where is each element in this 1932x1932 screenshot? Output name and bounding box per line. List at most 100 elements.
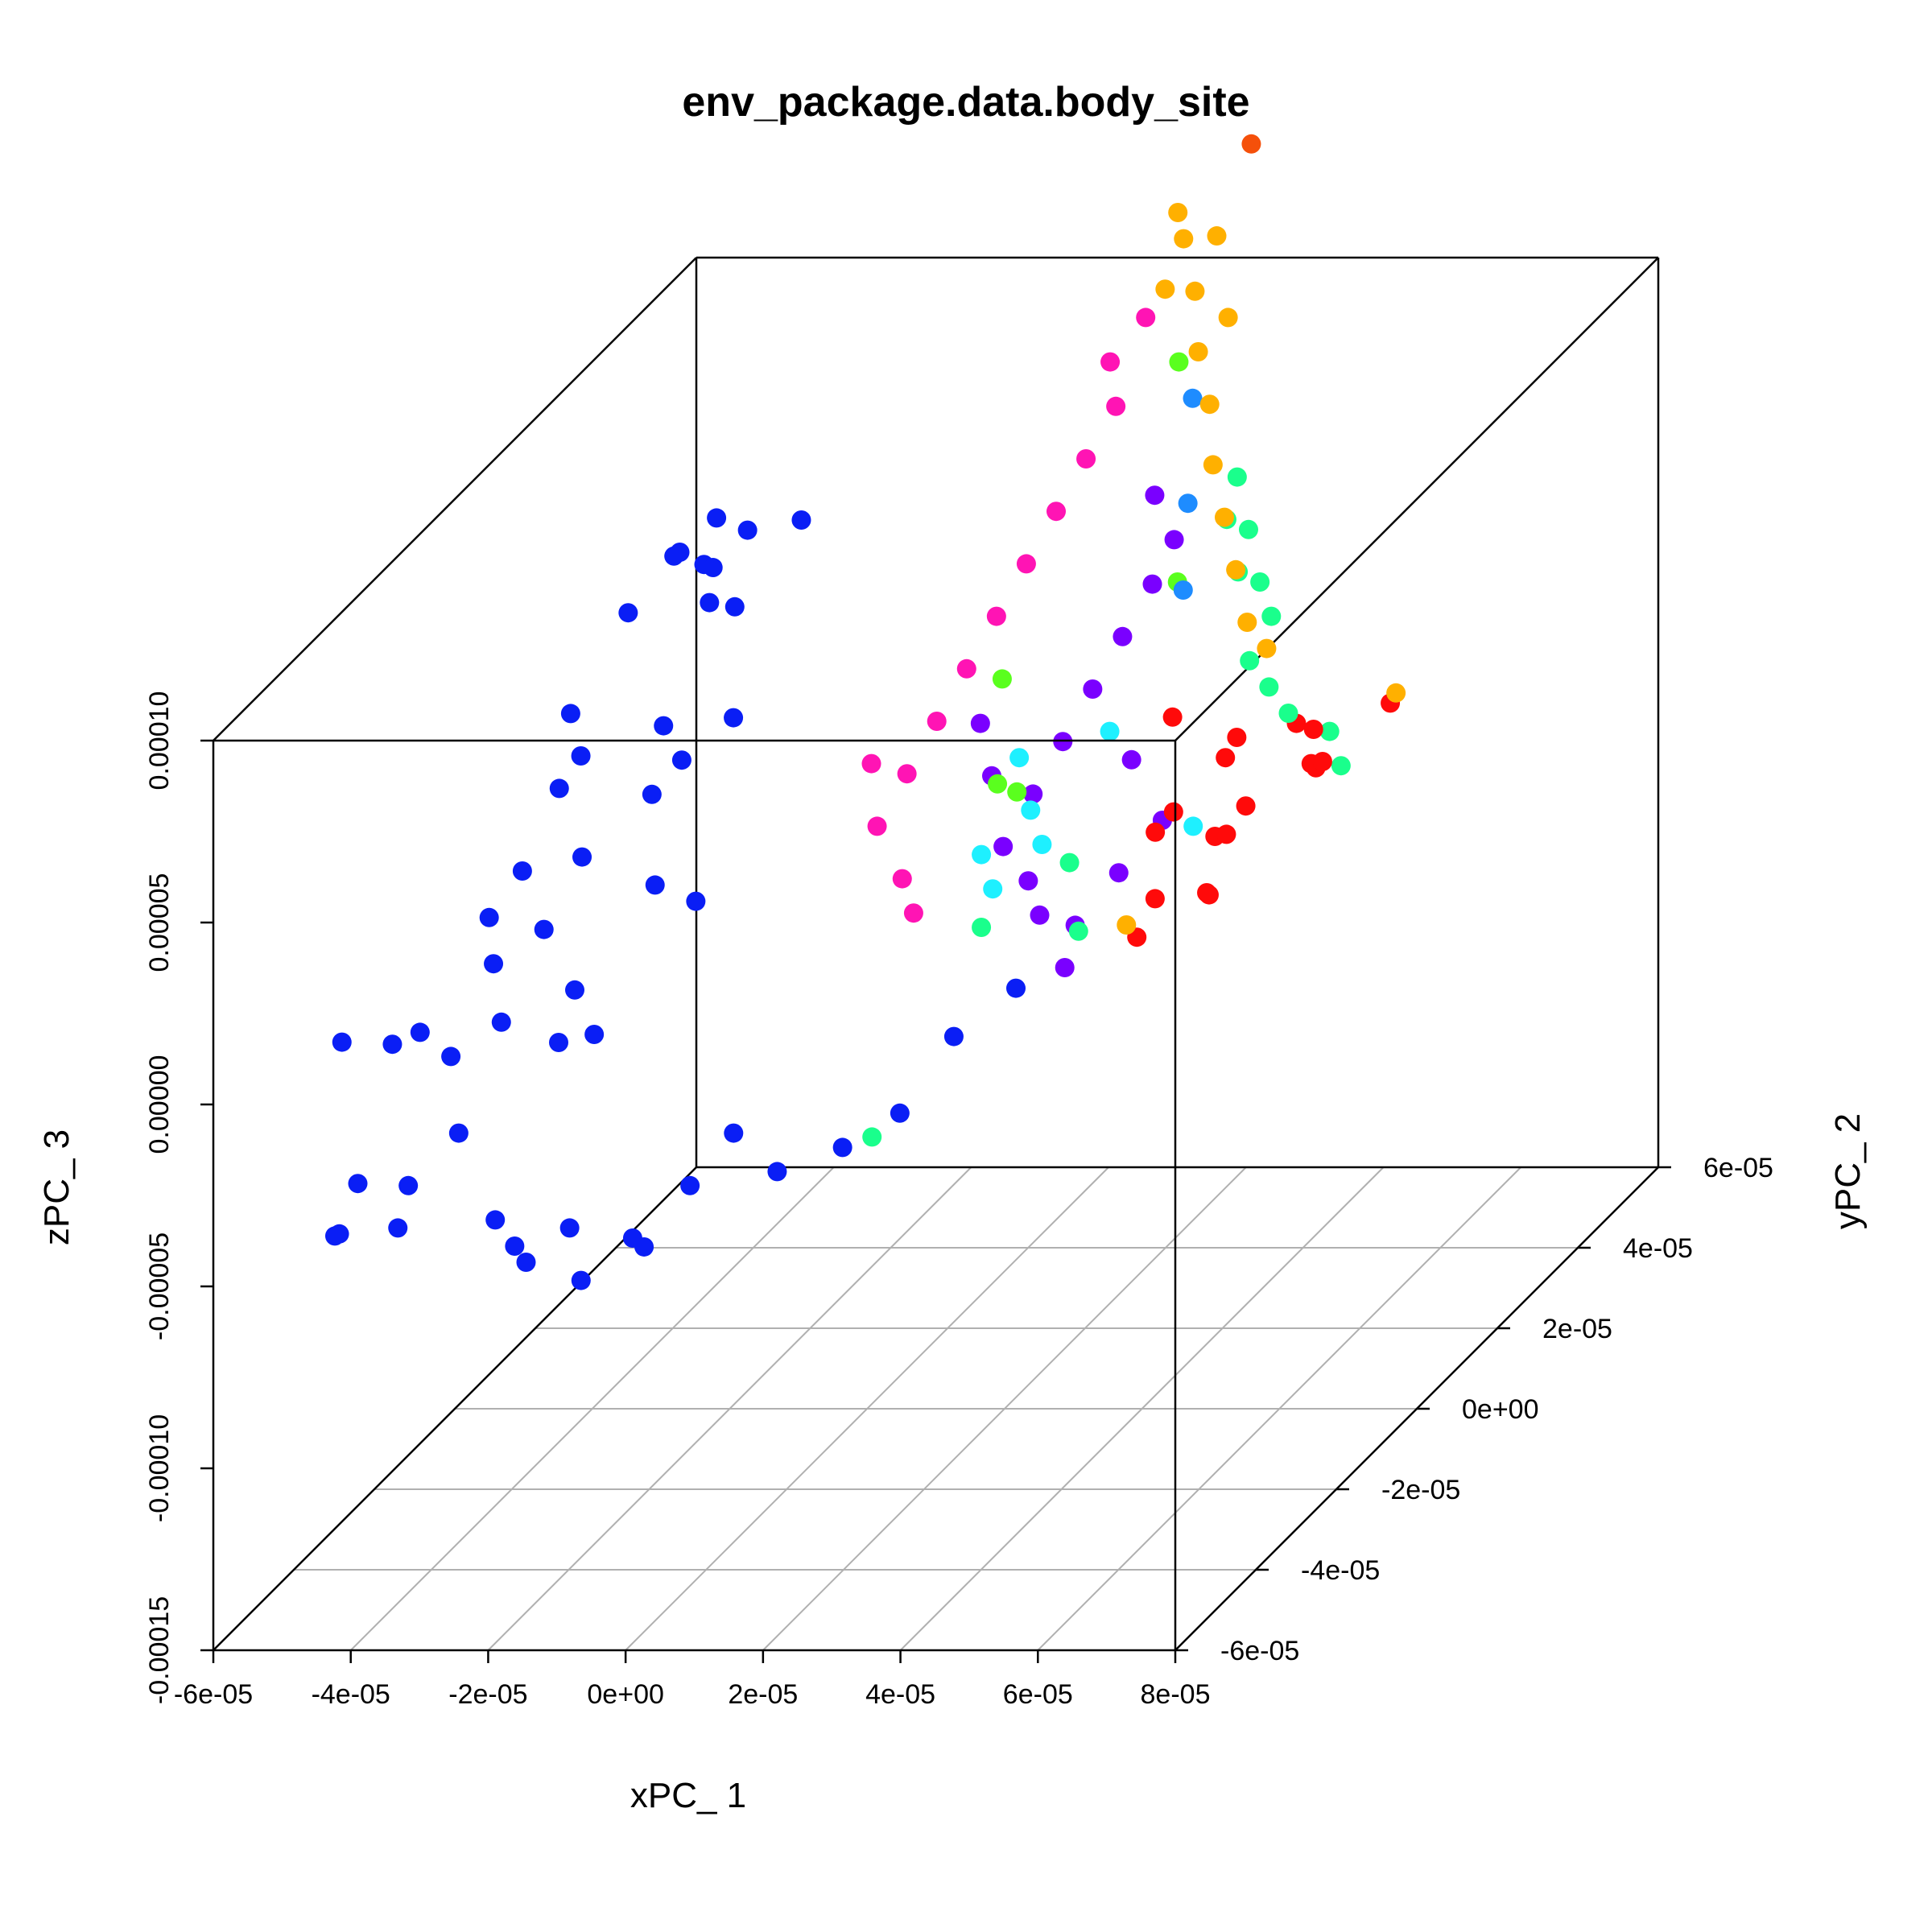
- data-point: [1136, 308, 1156, 328]
- data-point: [565, 980, 584, 1000]
- data-point: [664, 546, 684, 566]
- x-tick-label: -6e-05: [174, 1679, 253, 1710]
- x-tick-label: 2e-05: [728, 1679, 798, 1710]
- data-point: [993, 836, 1013, 857]
- data-point: [700, 592, 720, 613]
- data-point: [1215, 507, 1234, 527]
- data-point: [1145, 889, 1165, 909]
- data-point: [1164, 530, 1184, 550]
- data-point: [559, 1218, 580, 1238]
- data-point: [534, 919, 554, 939]
- data-point: [1046, 502, 1066, 522]
- data-point: [645, 875, 665, 895]
- data-points: [324, 134, 1406, 1290]
- y-tick-label: -6e-05: [1220, 1636, 1299, 1666]
- data-point: [1059, 852, 1080, 873]
- z-tick-label: -0.00010: [144, 1414, 175, 1522]
- data-point: [1197, 883, 1217, 902]
- data-point: [1216, 748, 1236, 768]
- box-front-edges: [212, 739, 1177, 1652]
- data-point: [484, 954, 504, 974]
- data-point: [1023, 784, 1043, 804]
- x-tick-label: 4e-05: [865, 1679, 935, 1710]
- data-point: [1331, 756, 1351, 776]
- z-tick-label: -0.00005: [144, 1232, 175, 1340]
- data-point: [1250, 572, 1270, 592]
- data-point: [943, 1026, 964, 1046]
- data-point: [1199, 394, 1220, 415]
- data-point: [1173, 580, 1193, 600]
- y-tick-label: 4e-05: [1623, 1233, 1693, 1264]
- data-point: [1386, 683, 1406, 703]
- data-point: [348, 1174, 368, 1194]
- data-point: [1174, 229, 1194, 249]
- data-point: [1146, 822, 1166, 842]
- z-tick-label: 0.00010: [144, 691, 175, 791]
- y-axis-title: yPC_ 2: [1828, 1113, 1868, 1229]
- x-tick-label: -2e-05: [448, 1679, 527, 1710]
- data-point: [1016, 554, 1036, 574]
- data-point: [986, 606, 1006, 626]
- grid-lines: [213, 1166, 1659, 1651]
- y-tick-label: 6e-05: [1703, 1153, 1773, 1183]
- data-point: [1239, 519, 1258, 539]
- data-point: [737, 520, 758, 540]
- data-point: [686, 891, 706, 911]
- data-point: [1169, 352, 1189, 372]
- data-point: [1113, 626, 1133, 646]
- data-point: [1162, 707, 1183, 727]
- data-point: [724, 708, 744, 728]
- axis-ticks: -6e-05 -4e-05 -2e-05 0e+00 2e-05 4e-05 6e-05 8e…: [144, 691, 1773, 1710]
- data-point: [724, 1123, 744, 1143]
- data-point: [892, 869, 912, 889]
- data-point: [485, 1210, 506, 1230]
- data-point: [890, 1103, 910, 1123]
- data-point: [560, 704, 580, 724]
- data-point: [1303, 720, 1323, 739]
- data-point: [680, 1175, 700, 1195]
- data-point: [903, 903, 923, 923]
- box-edge: [213, 1166, 697, 1651]
- data-point: [927, 712, 947, 731]
- data-point: [491, 1012, 511, 1032]
- data-point: [1278, 704, 1298, 723]
- data-point: [1241, 134, 1261, 154]
- data-point: [956, 658, 976, 679]
- data-point: [1106, 396, 1126, 416]
- data-point: [1007, 782, 1027, 802]
- data-point: [1117, 915, 1137, 935]
- data-point: [1142, 574, 1162, 594]
- data-point: [1237, 613, 1257, 632]
- data-point: [1083, 679, 1103, 699]
- z-axis-title: zPC_ 3: [37, 1129, 76, 1245]
- data-point: [671, 750, 691, 770]
- y-tick-label: 2e-05: [1542, 1314, 1612, 1344]
- data-point: [448, 1123, 469, 1143]
- x-tick-label: -4e-05: [312, 1679, 390, 1710]
- data-point: [1100, 721, 1120, 741]
- data-point: [1227, 467, 1247, 487]
- data-point: [1312, 752, 1332, 771]
- data-point: [1216, 824, 1236, 844]
- data-point: [703, 558, 723, 578]
- data-point: [1100, 352, 1121, 372]
- data-point: [707, 508, 727, 528]
- data-point: [571, 1270, 591, 1290]
- data-point: [1006, 978, 1026, 998]
- data-point: [654, 716, 674, 736]
- data-point: [1168, 203, 1188, 222]
- data-point: [572, 847, 592, 867]
- data-point: [329, 1224, 349, 1244]
- data-point: [861, 753, 881, 774]
- data-point: [992, 669, 1012, 689]
- data-point: [1009, 748, 1030, 768]
- data-point: [1032, 835, 1052, 854]
- data-point: [1185, 281, 1205, 301]
- data-point: [1183, 816, 1203, 836]
- data-point: [1178, 493, 1198, 514]
- y-tick-label: 0e+00: [1462, 1394, 1539, 1425]
- data-point: [634, 1236, 654, 1257]
- data-point: [382, 1034, 402, 1055]
- data-point: [791, 510, 811, 530]
- x-axis-title: xPC_ 1: [630, 1776, 746, 1815]
